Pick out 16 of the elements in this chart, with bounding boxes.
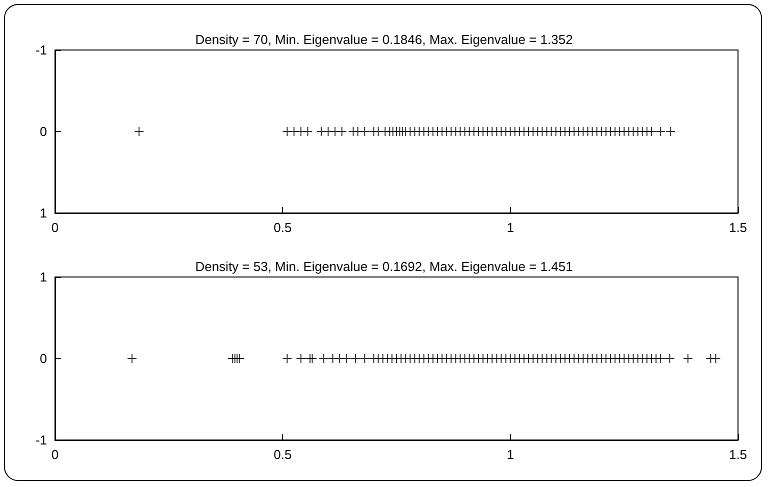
- x-tick-label: 0: [51, 447, 59, 462]
- y-tick-label: 0: [40, 124, 47, 139]
- x-tick-label: 1: [506, 447, 514, 462]
- x-tick-label: 0.5: [274, 447, 292, 462]
- x-tick-label: 0.5: [274, 220, 292, 235]
- y-tick-label: 0: [40, 351, 47, 366]
- x-tick-label: 1.5: [728, 447, 748, 462]
- y-tick-label: -1: [35, 42, 47, 58]
- y-tick-label: 1: [40, 206, 47, 220]
- y-tick-label: 1: [40, 270, 47, 284]
- chart-title: Density = 53, Min. Eigenvalue = 0.1692, Max. Eigenvalue = 1.451: [195, 259, 573, 274]
- y-tick-label: -1: [35, 432, 47, 448]
- x-tick-label: 1: [506, 220, 514, 235]
- x-tick-label: 1.5: [728, 220, 748, 235]
- chart-title: Density = 70, Min. Eigenvalue = 0.1846, Max. Eigenvalue = 1.352: [195, 32, 573, 47]
- x-tick-label: 0: [51, 220, 59, 235]
